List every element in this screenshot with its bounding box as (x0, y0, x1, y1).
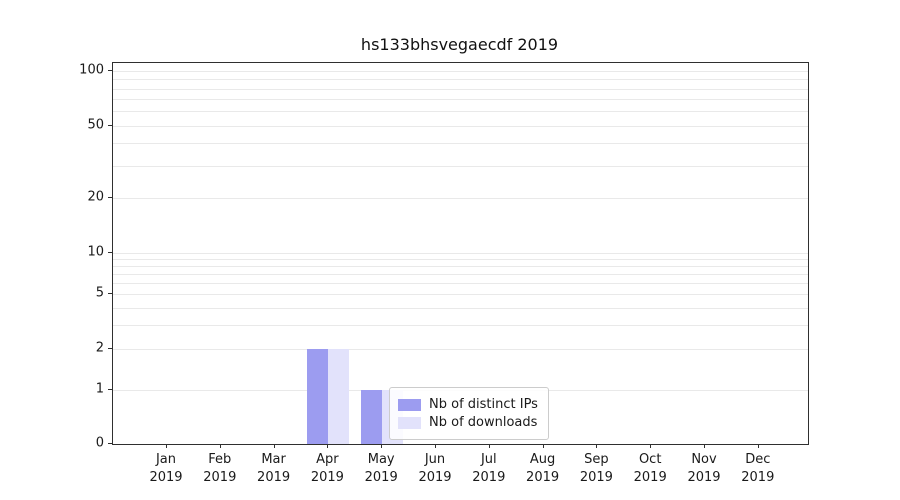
x-tick-year-apr: 2019 (310, 469, 344, 485)
gridline-y-50 (113, 125, 808, 127)
y-tick-label-50: 50 (87, 117, 104, 133)
x-tick-mark-mar (273, 444, 275, 448)
y-tick-mark-20 (108, 197, 112, 199)
legend-swatch-distinct-ips (398, 398, 421, 411)
x-tick-mark-jul (488, 444, 490, 448)
gridline-y-4 (113, 307, 808, 309)
y-tick-label-2: 2 (95, 340, 104, 356)
gridline-y-70 (113, 99, 808, 101)
x-tick-label-sep: Sep 2019 (566, 451, 626, 486)
x-tick-mark-jan (166, 444, 167, 448)
x-tick-label-nov: Nov 2019 (674, 451, 734, 486)
x-tick-label-oct: Oct 2019 (620, 451, 680, 486)
x-tick-label-feb: Feb 2019 (190, 451, 250, 486)
y-tick-mark-10 (108, 252, 112, 253)
x-tick-label-jan: Jan 2019 (136, 451, 196, 486)
legend: Nb of distinct IPs Nb of downloads (389, 387, 549, 440)
legend-item-distinct-ips: Nb of distinct IPs (398, 397, 538, 412)
legend-swatch-downloads (398, 416, 421, 429)
x-tick-label-may: May 2019 (351, 451, 411, 486)
x-tick-year-sep: 2019 (579, 469, 613, 485)
y-tick-mark-0 (108, 443, 112, 444)
x-tick-label-aug: Aug 2019 (513, 451, 573, 486)
x-tick-month-mar: Mar (261, 452, 286, 467)
x-tick-month-dec: Dec (745, 452, 771, 467)
x-tick-month-jan: Jan (155, 452, 177, 467)
x-tick-month-jul: Jul (480, 452, 497, 467)
x-tick-month-may: May (367, 452, 395, 467)
bar-may-distinct-ips (361, 390, 383, 444)
gridline-y-40 (113, 143, 808, 145)
y-tick-label-20: 20 (87, 189, 104, 205)
gridline-y-30 (113, 166, 808, 168)
gridline-y-20 (113, 198, 808, 200)
x-tick-month-nov: Nov (691, 452, 717, 467)
y-tick-mark-5 (108, 293, 112, 295)
plot-area: Nb of distinct IPs Nb of downloads (112, 62, 809, 445)
y-tick-mark-100 (108, 70, 112, 71)
gridline-y-100 (113, 71, 808, 72)
gridline-y-7 (113, 274, 808, 276)
x-tick-month-oct: Oct (638, 452, 662, 467)
y-tick-mark-1 (108, 389, 112, 390)
gridline-y-5 (113, 294, 808, 296)
x-tick-month-jun: Jun (424, 452, 446, 467)
gridline-y-60 (113, 111, 808, 113)
x-tick-year-may: 2019 (364, 469, 398, 485)
x-tick-mark-apr (327, 444, 329, 448)
x-tick-month-apr: Apr (316, 452, 339, 467)
x-tick-label-jun: Jun 2019 (405, 451, 465, 486)
x-tick-mark-jun (435, 444, 436, 448)
x-tick-year-dec: 2019 (741, 469, 775, 485)
gridline-y-8 (113, 266, 808, 268)
x-tick-year-oct: 2019 (633, 469, 667, 485)
chart-title: hs133bhsvegaecdf 2019 (360, 35, 559, 54)
legend-item-downloads: Nb of downloads (398, 415, 538, 430)
x-tick-year-mar: 2019 (257, 469, 291, 485)
legend-label-downloads: Nb of downloads (429, 415, 538, 430)
y-tick-mark-50 (108, 124, 112, 126)
y-tick-label-10: 10 (87, 244, 104, 260)
x-tick-mark-sep (596, 444, 598, 448)
x-tick-year-aug: 2019 (526, 469, 560, 485)
legend-label-distinct-ips: Nb of distinct IPs (429, 397, 538, 412)
x-tick-year-feb: 2019 (203, 469, 237, 485)
x-tick-year-jul: 2019 (472, 469, 506, 485)
gridline-y-2 (113, 348, 808, 350)
bar-apr-downloads (328, 348, 350, 444)
x-tick-mark-aug (542, 444, 544, 448)
gridline-y-6 (113, 283, 808, 285)
x-tick-year-jun: 2019 (418, 469, 452, 485)
x-tick-month-feb: Feb (208, 452, 232, 467)
bar-apr-distinct-ips (307, 348, 329, 444)
x-tick-mark-nov (704, 444, 705, 448)
y-tick-label-5: 5 (95, 285, 104, 301)
x-tick-label-jul: Jul 2019 (459, 451, 519, 486)
x-tick-month-aug: Aug (529, 452, 556, 467)
gridline-y-9 (113, 259, 808, 261)
gridline-y-3 (113, 324, 808, 326)
y-tick-label-0: 0 (95, 435, 104, 451)
x-tick-label-apr: Apr 2019 (297, 451, 357, 486)
x-tick-mark-dec (757, 444, 759, 448)
y-tick-label-100: 100 (79, 62, 104, 78)
gridline-y-10 (113, 253, 808, 254)
x-tick-mark-oct (650, 444, 652, 448)
gridline-y-80 (113, 88, 808, 90)
y-tick-mark-2 (108, 347, 112, 349)
x-tick-mark-may (381, 444, 383, 448)
x-tick-label-dec: Dec 2019 (728, 451, 788, 486)
x-tick-mark-feb (219, 444, 221, 448)
x-tick-year-jan: 2019 (149, 469, 183, 485)
x-tick-month-sep: Sep (584, 452, 609, 467)
x-tick-label-mar: Mar 2019 (244, 451, 304, 486)
gridline-y-90 (113, 79, 808, 81)
y-tick-label-1: 1 (95, 381, 104, 397)
x-tick-year-nov: 2019 (687, 469, 721, 485)
